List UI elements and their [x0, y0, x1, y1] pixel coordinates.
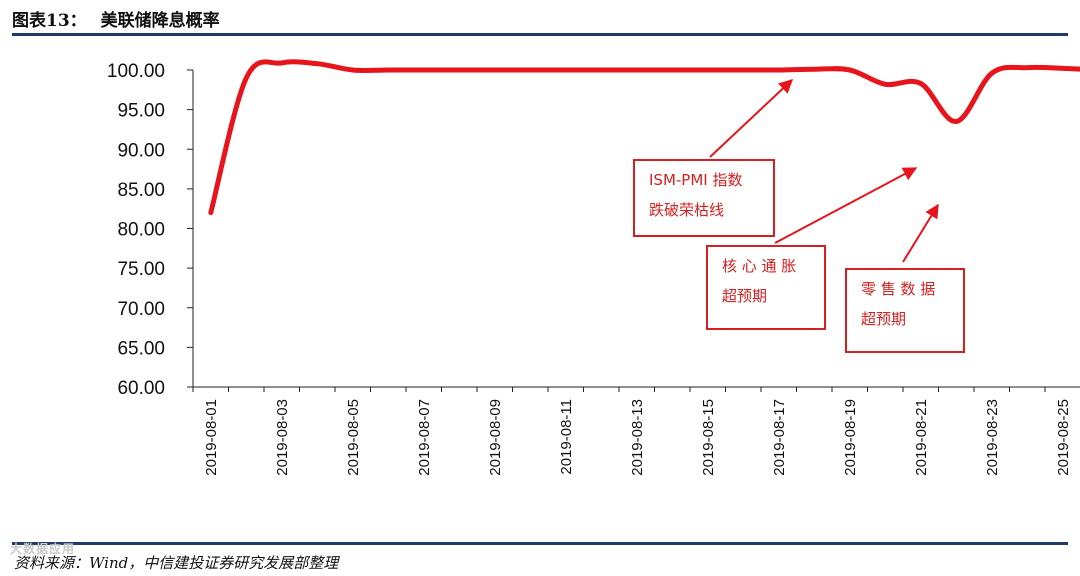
watermark: 大数据应用 — [10, 542, 76, 556]
x-tick-label: 2019-08-17 — [771, 399, 788, 476]
axes: 60.00 65.00 70.00 75.00 80.00 85.00 90.00 95.00… — [107, 61, 1080, 476]
x-tick-label: 2019-08-07 — [416, 399, 433, 476]
figure-number: 图表13： — [12, 11, 87, 31]
arrow-core-inflation — [774, 167, 918, 244]
x-tick-label: 2019-08-25 — [1055, 399, 1072, 476]
line-chart: 60.00 65.00 70.00 75.00 80.00 85.00 90.00 95.00… — [107, 59, 1080, 476]
figure-title: 图表13： 美联储降息概率 — [12, 6, 220, 31]
x-tick-label: 2019-08-01 — [203, 399, 220, 476]
x-tick-label: 2019-08-05 — [345, 399, 362, 476]
source-note: 资料来源：Wind，中信建投证券研究发展部整理 — [14, 554, 339, 572]
y-tick-label: 80.00 — [117, 220, 165, 241]
annotation-line: 超预期 — [722, 287, 768, 305]
y-tick-label: 70.00 — [117, 299, 165, 320]
x-tick-label: 2019-08-21 — [913, 399, 930, 476]
plot-area: 79.60 — [208, 59, 1080, 216]
y-tick-label: 90.00 — [117, 140, 165, 161]
annotation-line: 超预期 — [861, 310, 907, 328]
annotation-core-inflation: 核 心 通 胀 超预期 — [706, 245, 826, 330]
y-tick-label: 100.00 — [107, 61, 165, 82]
top-rule — [12, 33, 1068, 36]
y-tick-label: 95.00 — [117, 101, 165, 122]
annotation-arrows — [709, 79, 939, 263]
annotation-line: ISM-PMI 指数 — [649, 171, 743, 189]
x-tick-label: 2019-08-19 — [842, 399, 859, 476]
chart-title: 美联储降息概率 — [100, 11, 220, 31]
annotation-ism-pmi: ISM-PMI 指数 跌破荣枯线 — [633, 159, 775, 237]
annotation-line: 跌破荣枯线 — [649, 201, 725, 219]
y-tick-label: 60.00 — [117, 378, 165, 399]
x-tick-label: 2019-08-15 — [700, 399, 717, 476]
arrow-retail-sales — [902, 203, 939, 263]
arrow-ism-pmi — [709, 79, 794, 158]
y-tick-label: 65.00 — [117, 338, 165, 359]
bottom-rule — [12, 542, 1068, 545]
y-tick-label: 85.00 — [117, 180, 165, 201]
series-line — [208, 59, 1080, 216]
x-tick-label: 2019-08-11 — [558, 399, 575, 475]
x-tick-label: 2019-08-09 — [487, 399, 504, 476]
annotation-retail-sales: 零 售 数 据 超预期 — [845, 268, 965, 353]
y-tick-label: 75.00 — [117, 259, 165, 280]
annotation-line: 核 心 通 胀 — [722, 257, 797, 275]
x-tick-label: 2019-08-23 — [984, 399, 1001, 476]
x-tick-label: 2019-08-13 — [629, 399, 646, 476]
annotation-line: 零 售 数 据 — [861, 280, 936, 298]
x-tick-label: 2019-08-03 — [274, 399, 291, 476]
